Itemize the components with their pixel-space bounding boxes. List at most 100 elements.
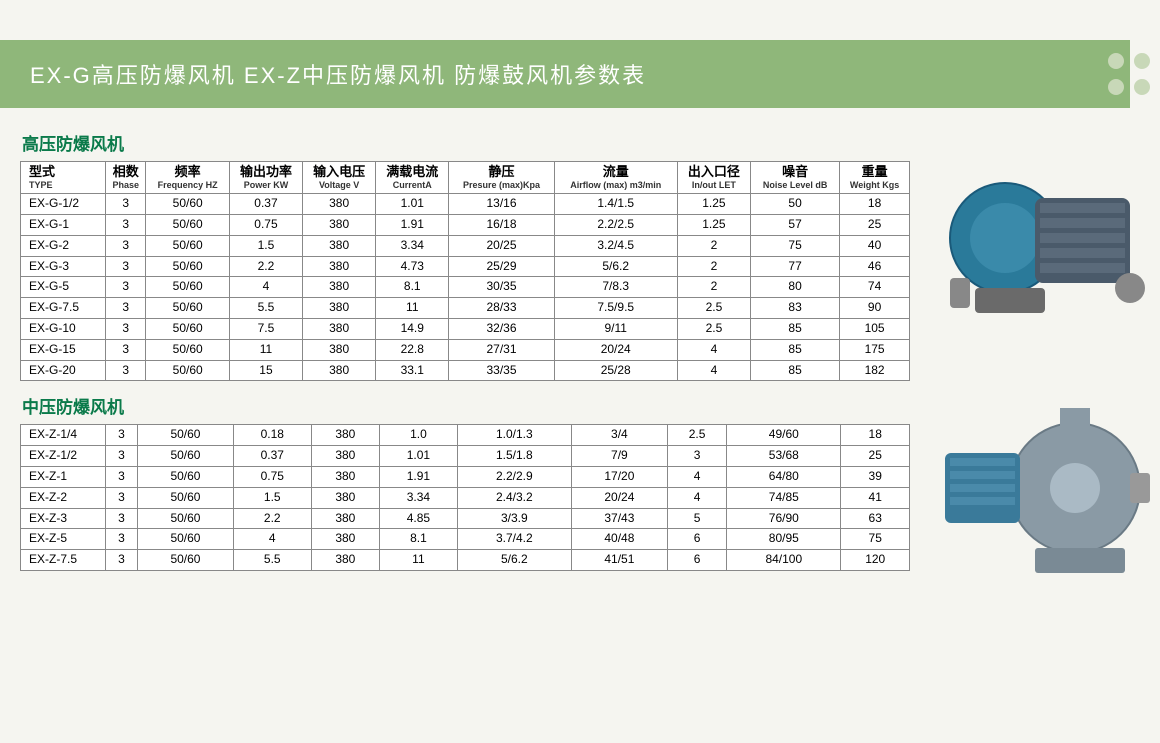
column-header: 静压Presure (max)Kpa: [449, 162, 554, 194]
table-medium-pressure: EX-Z-1/4350/600.183801.01.0/1.33/42.549/…: [20, 424, 910, 571]
table-cell: 380: [303, 256, 376, 277]
table-cell: 3/4: [571, 425, 667, 446]
table-cell: EX-G-1/2: [21, 194, 106, 215]
table-cell: EX-Z-3: [21, 508, 106, 529]
table-cell: 2.2/2.5: [554, 215, 677, 236]
table-row: EX-Z-5350/6043808.13.7/4.240/48680/9575: [21, 529, 910, 550]
table-cell: 3.7/4.2: [457, 529, 571, 550]
column-header: 输入电压Voltage V: [303, 162, 376, 194]
table-cell: EX-Z-1/2: [21, 446, 106, 467]
table-cell: 4: [233, 529, 311, 550]
table-cell: 380: [303, 339, 376, 360]
table-cell: 11: [380, 550, 458, 571]
table-cell: EX-G-2: [21, 235, 106, 256]
table-cell: 3: [106, 550, 138, 571]
table-cell: 2.5: [667, 425, 726, 446]
table-cell: 1.4/1.5: [554, 194, 677, 215]
table-cell: 7.5/9.5: [554, 298, 677, 319]
blower-image-medium: [935, 378, 1155, 598]
table-cell: 57: [750, 215, 839, 236]
table-cell: 1.5/1.8: [457, 446, 571, 467]
column-header: 满载电流CurrentA: [376, 162, 449, 194]
table-cell: 11: [376, 298, 449, 319]
table-cell: 85: [750, 360, 839, 381]
table-cell: 120: [841, 550, 910, 571]
column-header: 型式TYPE: [21, 162, 106, 194]
table-cell: 14.9: [376, 319, 449, 340]
table-row: EX-G-5350/6043808.130/357/8.328074: [21, 277, 910, 298]
table-cell: 1.0: [380, 425, 458, 446]
table-cell: 0.37: [229, 194, 302, 215]
table-cell: 2.5: [677, 298, 750, 319]
table-row: EX-G-1/2350/600.373801.0113/161.4/1.51.2…: [21, 194, 910, 215]
table-cell: 3/3.9: [457, 508, 571, 529]
table-cell: 3: [106, 508, 138, 529]
table-cell: 50/60: [138, 508, 234, 529]
page-header: EX-G高压防爆风机 EX-Z中压防爆风机 防爆鼓风机参数表: [0, 40, 1130, 108]
table-cell: 80/95: [727, 529, 841, 550]
table-row: EX-G-10350/607.538014.932/369/112.585105: [21, 319, 910, 340]
table-cell: 2.5: [677, 319, 750, 340]
table-cell: EX-Z-5: [21, 529, 106, 550]
table-cell: 4.85: [380, 508, 458, 529]
table-cell: 1.5: [229, 235, 302, 256]
table-cell: 16/18: [449, 215, 554, 236]
table-cell: 3: [106, 256, 146, 277]
table-cell: 41: [841, 487, 910, 508]
table-cell: 380: [311, 467, 380, 488]
table-cell: 3: [106, 235, 146, 256]
table-cell: 380: [311, 425, 380, 446]
table-cell: 76/90: [727, 508, 841, 529]
table-cell: 7/8.3: [554, 277, 677, 298]
table-cell: 50/60: [146, 360, 229, 381]
table-cell: 46: [840, 256, 910, 277]
table-cell: EX-Z-7.5: [21, 550, 106, 571]
table-cell: 2.2/2.9: [457, 467, 571, 488]
table-cell: 2: [677, 235, 750, 256]
table-cell: 8.1: [376, 277, 449, 298]
table-cell: 13/16: [449, 194, 554, 215]
table-cell: EX-G-5: [21, 277, 106, 298]
table-cell: 22.8: [376, 339, 449, 360]
blower-image-high: [935, 118, 1155, 338]
table-cell: 380: [303, 194, 376, 215]
table-cell: EX-G-15: [21, 339, 106, 360]
table-cell: 0.18: [233, 425, 311, 446]
table-cell: 3: [106, 339, 146, 360]
table-cell: EX-Z-1/4: [21, 425, 106, 446]
table-row: EX-G-20350/601538033.133/3525/28485182: [21, 360, 910, 381]
table-cell: 50/60: [138, 446, 234, 467]
table-cell: 3: [106, 360, 146, 381]
table-cell: 4: [667, 467, 726, 488]
table-cell: 7/9: [571, 446, 667, 467]
table-cell: 15: [229, 360, 302, 381]
column-header: 输出功率Power KW: [229, 162, 302, 194]
table-cell: 3: [106, 298, 146, 319]
table-cell: 50/60: [138, 550, 234, 571]
section2-title: 中压防爆风机: [22, 393, 920, 418]
column-header: 频率Frequency HZ: [146, 162, 229, 194]
table-cell: 0.75: [229, 215, 302, 236]
table-cell: 50/60: [146, 319, 229, 340]
table-cell: 2: [677, 256, 750, 277]
tables-column: 高压防爆风机 型式TYPE相数Phase频率Frequency HZ输出功率Po…: [20, 118, 920, 638]
table-cell: 2.2: [229, 256, 302, 277]
table-cell: 50/60: [138, 487, 234, 508]
table-cell: 74/85: [727, 487, 841, 508]
table-cell: 3.34: [380, 487, 458, 508]
table-cell: 85: [750, 339, 839, 360]
column-header: 流量Airflow (max) m3/min: [554, 162, 677, 194]
table-cell: 7.5: [229, 319, 302, 340]
table-cell: 77: [750, 256, 839, 277]
table-cell: 40: [840, 235, 910, 256]
table-cell: 17/20: [571, 467, 667, 488]
table-cell: 50/60: [146, 298, 229, 319]
table-cell: 9/11: [554, 319, 677, 340]
table-cell: 1.91: [380, 467, 458, 488]
content-area: 高压防爆风机 型式TYPE相数Phase频率Frequency HZ输出功率Po…: [0, 108, 1160, 638]
table-cell: 3: [106, 194, 146, 215]
table-cell: 380: [303, 319, 376, 340]
table-row: EX-G-15350/601138022.827/3120/24485175: [21, 339, 910, 360]
table-cell: 25: [840, 215, 910, 236]
table-cell: 5: [667, 508, 726, 529]
